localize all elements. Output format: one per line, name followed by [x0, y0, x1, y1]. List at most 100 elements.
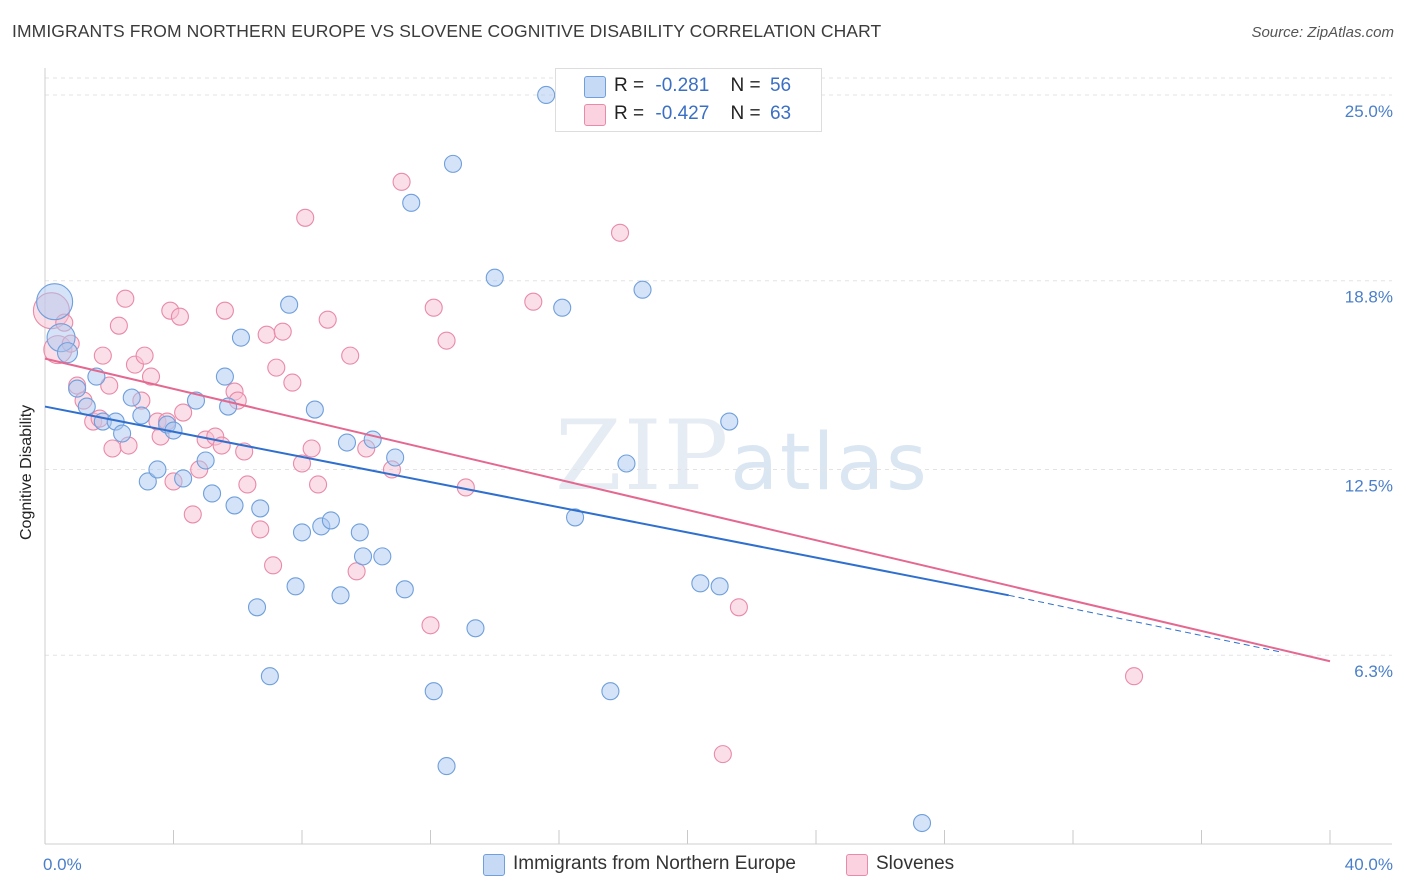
- correlation-legend: R = -0.281 N = 56 R = -0.427 N = 63: [555, 68, 822, 132]
- data-point-slovenes: [437, 331, 456, 350]
- data-point-northern-europe: [174, 469, 193, 488]
- data-point-northern-europe: [617, 454, 636, 473]
- legend-label: Immigrants from Northern Europe: [513, 853, 796, 874]
- data-point-slovenes: [264, 556, 283, 575]
- data-point-slovenes: [610, 223, 630, 242]
- watermark-zip: ZIP: [555, 400, 731, 512]
- data-point-slovenes: [292, 454, 312, 473]
- data-point-northern-europe: [305, 400, 324, 419]
- data-point-slovenes: [392, 172, 411, 191]
- data-point-northern-europe: [132, 406, 151, 425]
- legend-r-label: R =: [614, 75, 645, 96]
- x-tick-label: 40.0%: [1345, 855, 1393, 874]
- data-point-northern-europe: [186, 391, 206, 410]
- legend-r-value: -0.427: [655, 103, 710, 124]
- y-tick-label: 18.8%: [1345, 288, 1393, 307]
- data-point-slovenes: [100, 376, 119, 395]
- legend-row-pink: R = -0.427 N = 63: [614, 103, 791, 125]
- data-point-northern-europe: [566, 508, 585, 527]
- data-point-northern-europe: [331, 586, 350, 605]
- data-point-slovenes: [141, 367, 161, 386]
- data-point-northern-europe: [215, 367, 234, 386]
- data-point-slovenes: [238, 475, 257, 494]
- data-point-slovenes: [421, 616, 440, 635]
- data-point-slovenes: [424, 298, 443, 317]
- data-point-northern-europe: [148, 460, 167, 479]
- data-point-slovenes: [135, 346, 154, 365]
- y-tick-label: 6.3%: [1354, 662, 1393, 681]
- data-point-northern-europe: [251, 499, 270, 518]
- series-legend: Immigrants from Northern Europe Slovenes: [0, 852, 1406, 878]
- data-point-northern-europe: [485, 268, 504, 287]
- data-point-slovenes: [524, 292, 543, 311]
- legend-label: Slovenes: [876, 853, 955, 874]
- data-point-slovenes: [302, 439, 321, 458]
- data-point-slovenes: [713, 745, 732, 764]
- legend-n-value: 56: [769, 75, 792, 96]
- data-point-northern-europe: [466, 619, 485, 638]
- trend-line-northern-europe-extension: [1008, 594, 1282, 653]
- data-point-northern-europe: [601, 682, 620, 701]
- watermark: ZIPatlas: [555, 400, 929, 512]
- data-point-northern-europe: [56, 342, 79, 364]
- data-point-northern-europe: [437, 757, 456, 776]
- data-point-northern-europe: [402, 193, 421, 212]
- legend-r-value: -0.281: [655, 75, 710, 96]
- data-point-northern-europe: [537, 85, 556, 105]
- data-point-northern-europe: [122, 388, 141, 407]
- legend-swatch-blue: [483, 854, 505, 876]
- data-point-slovenes: [251, 520, 270, 539]
- data-point-slovenes: [93, 346, 112, 365]
- data-point-northern-europe: [386, 448, 405, 467]
- data-point-northern-europe: [395, 580, 414, 599]
- data-point-slovenes: [273, 322, 292, 341]
- data-point-northern-europe: [350, 523, 369, 542]
- data-point-northern-europe: [424, 682, 443, 701]
- data-point-northern-europe: [260, 667, 279, 686]
- trend-line-northern-europe: [44, 405, 1009, 597]
- y-tick-label: 12.5%: [1345, 476, 1393, 495]
- chart-source: Source: ZipAtlas.com: [1251, 24, 1394, 41]
- data-point-northern-europe: [77, 397, 96, 416]
- data-point-northern-europe: [280, 295, 299, 314]
- data-point-northern-europe: [553, 298, 572, 317]
- data-point-slovenes: [170, 307, 189, 326]
- data-point-slovenes: [103, 439, 122, 458]
- x-tick-label: 0.0%: [43, 855, 82, 874]
- data-point-slovenes: [309, 475, 328, 494]
- data-point-slovenes: [257, 325, 276, 344]
- data-point-northern-europe: [36, 283, 74, 321]
- data-point-northern-europe: [68, 379, 87, 398]
- legend-row-blue: R = -0.281 N = 56: [614, 75, 791, 97]
- data-point-northern-europe: [337, 433, 357, 452]
- legend-r-label: R =: [614, 103, 645, 124]
- data-point-slovenes: [183, 505, 202, 524]
- legend-n-value: 63: [769, 103, 792, 124]
- data-point-slovenes: [174, 403, 193, 422]
- data-point-northern-europe: [710, 577, 729, 596]
- data-point-northern-europe: [443, 154, 463, 173]
- data-point-slovenes: [267, 358, 286, 377]
- data-point-northern-europe: [321, 511, 340, 530]
- data-point-slovenes: [215, 301, 234, 320]
- data-point-northern-europe: [203, 484, 222, 503]
- data-point-slovenes: [116, 289, 135, 308]
- data-point-northern-europe: [292, 523, 312, 542]
- data-point-slovenes: [318, 310, 337, 329]
- data-point-slovenes: [729, 598, 748, 617]
- data-point-northern-europe: [247, 598, 267, 617]
- data-point-slovenes: [109, 316, 128, 335]
- data-point-northern-europe: [138, 472, 157, 491]
- legend-swatch-blue: [584, 76, 606, 98]
- data-point-northern-europe: [113, 424, 132, 443]
- legend-n-label: N =: [730, 103, 761, 124]
- watermark-atlas: atlas: [730, 418, 929, 508]
- data-point-northern-europe: [286, 577, 305, 596]
- legend-swatch-pink: [584, 104, 606, 126]
- legend-n-label: N =: [730, 75, 761, 96]
- data-point-slovenes: [341, 346, 360, 365]
- data-point-slovenes: [283, 373, 302, 392]
- data-point-northern-europe: [231, 328, 251, 347]
- chart-title: IMMIGRANTS FROM NORTHERN EUROPE VS SLOVE…: [12, 21, 882, 41]
